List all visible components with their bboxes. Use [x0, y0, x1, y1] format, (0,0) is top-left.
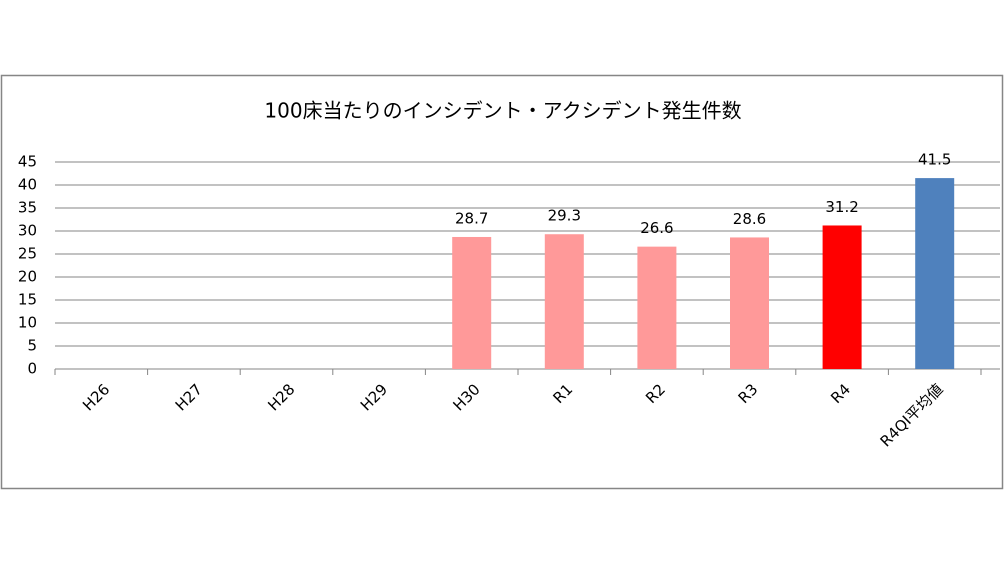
value-label: 28.6	[733, 210, 766, 228]
y-tick-label: 35	[18, 199, 37, 217]
y-tick-label: 15	[18, 291, 37, 309]
bar	[637, 246, 677, 369]
y-tick-label: 5	[27, 337, 37, 355]
value-label: 28.7	[455, 209, 488, 227]
y-tick-label: 45	[18, 153, 37, 171]
value-label: 26.6	[640, 219, 673, 237]
y-tick-label: 25	[18, 245, 37, 263]
bar	[452, 236, 492, 369]
y-tick-label: 30	[18, 222, 37, 240]
value-label: 31.2	[825, 198, 858, 216]
y-tick-label: 0	[27, 360, 37, 378]
y-tick-label: 10	[18, 314, 37, 332]
y-tick-label: 20	[18, 268, 37, 286]
value-label: 41.5	[918, 151, 951, 169]
y-tick-label: 40	[18, 176, 37, 194]
chart-title: 100床当たりのインシデント・アクシデント発生件数	[264, 99, 741, 123]
bar	[822, 225, 862, 369]
bar	[544, 234, 584, 369]
value-label: 29.3	[548, 207, 581, 225]
bar	[730, 237, 769, 369]
bar	[915, 178, 955, 369]
